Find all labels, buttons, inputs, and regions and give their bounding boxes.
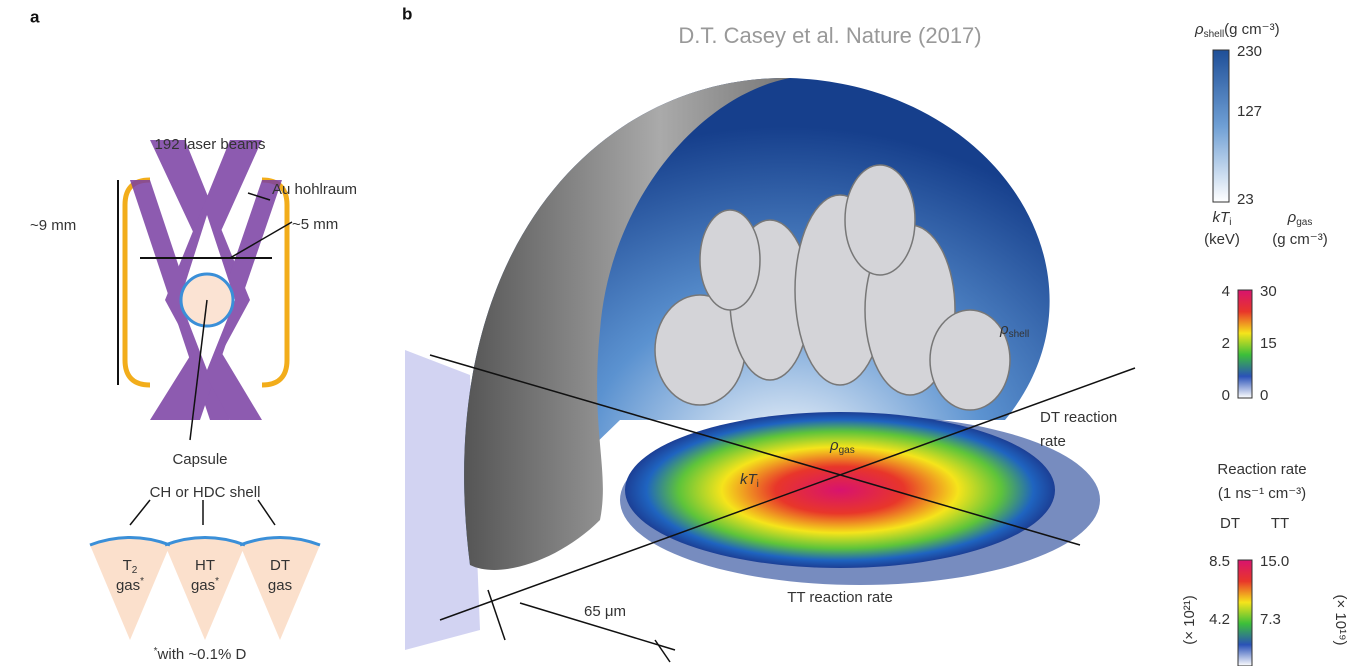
colorbar-head: TT <box>1271 515 1289 532</box>
gas-name: DT <box>270 557 290 574</box>
colorbar-title: ρshell(g cm⁻³) <box>1194 21 1280 40</box>
text-part: * <box>215 576 219 587</box>
colorbar <box>1238 290 1252 398</box>
colorbar <box>1238 560 1252 666</box>
text-part: i <box>757 479 759 490</box>
text-part: gas <box>1296 217 1312 228</box>
shell-label: CH or HDC shell <box>150 484 261 501</box>
text-part: gas <box>116 577 140 594</box>
height-label: ~9 mm <box>30 217 76 234</box>
colorbar-scale: (× 10²¹) <box>1181 595 1198 645</box>
text-part: ρ <box>1194 21 1204 38</box>
capsule-label: Capsule <box>172 451 227 468</box>
gas-label: gas* <box>116 576 144 594</box>
colorbar-unit: (g cm⁻³) <box>1272 231 1327 248</box>
text-part: (g cm⁻³) <box>1224 21 1279 38</box>
hohlraum-label: Au hohlraum <box>272 181 357 198</box>
text-part: ρ <box>829 437 839 454</box>
colorbar-tick: 30 <box>1260 283 1277 300</box>
scale-label: 65 μm <box>584 603 626 620</box>
colorbar <box>1213 50 1229 202</box>
colorbar-unit: (1 ns⁻¹ cm⁻³) <box>1218 485 1306 502</box>
colorbar-tick: 127 <box>1237 103 1262 120</box>
panel-label: a <box>30 7 40 26</box>
text-part: i <box>1229 217 1231 228</box>
text-part: gas <box>268 577 292 594</box>
colorbar-tick: 0 <box>1260 387 1268 404</box>
text-part: ρ <box>1287 209 1297 226</box>
colorbar-tick: 4.2 <box>1209 611 1230 628</box>
simulation-render <box>405 78 1135 662</box>
colorbar-tick: 4 <box>1222 283 1230 300</box>
dt-rate-label: DT reaction <box>1040 409 1117 426</box>
colorbar-tick: 15 <box>1260 335 1277 352</box>
gas-label: gas <box>268 577 292 594</box>
gas-name: HT <box>195 557 215 574</box>
colorbar-scale: (× 10¹⁹) <box>1332 594 1349 645</box>
colorbar-title: Reaction rate <box>1217 461 1306 478</box>
text-part: shell <box>1204 29 1225 40</box>
width-label: ~5 mm <box>292 216 338 233</box>
text-part: T <box>123 557 132 574</box>
gas-label: gas* <box>191 576 219 594</box>
tt-rate-label: TT reaction rate <box>787 589 893 606</box>
beams-label: 192 laser beams <box>155 136 266 153</box>
text-part: gas <box>191 577 215 594</box>
text-part: gas <box>839 445 855 456</box>
colorbar-tick: 230 <box>1237 43 1262 60</box>
text-part: with ~0.1% D <box>157 646 247 663</box>
colorbar-unit: (keV) <box>1204 231 1240 248</box>
colorbar-head: DT <box>1220 515 1240 532</box>
text-part: ρ <box>999 321 1009 338</box>
citation: D.T. Casey et al. Nature (2017) <box>678 23 981 48</box>
colorbar-tick: 8.5 <box>1209 553 1230 570</box>
colorbar-title: kTi <box>1213 209 1232 228</box>
colorbar-tick: 2 <box>1222 335 1230 352</box>
figure: a 192 laser beams Au hohlraum ~9 mm ~5 m… <box>0 0 1355 666</box>
colorbar-tick: 23 <box>1237 191 1254 208</box>
text-part: * <box>140 576 144 587</box>
text-part: DT <box>270 557 290 574</box>
colorbar-tick: 15.0 <box>1260 553 1289 570</box>
text-part: shell <box>1009 329 1030 340</box>
colorbar-title: ρgas <box>1287 209 1313 228</box>
footnote: *with ~0.1% D <box>154 646 247 663</box>
colorbar-tick: 7.3 <box>1260 611 1281 628</box>
panel-label: b <box>402 4 412 23</box>
text-part: HT <box>195 557 215 574</box>
colorbar-tick: 0 <box>1222 387 1230 404</box>
dt-rate-label: rate <box>1040 433 1066 450</box>
kti-label: kTi <box>740 471 759 490</box>
text-part: 2 <box>132 565 138 576</box>
